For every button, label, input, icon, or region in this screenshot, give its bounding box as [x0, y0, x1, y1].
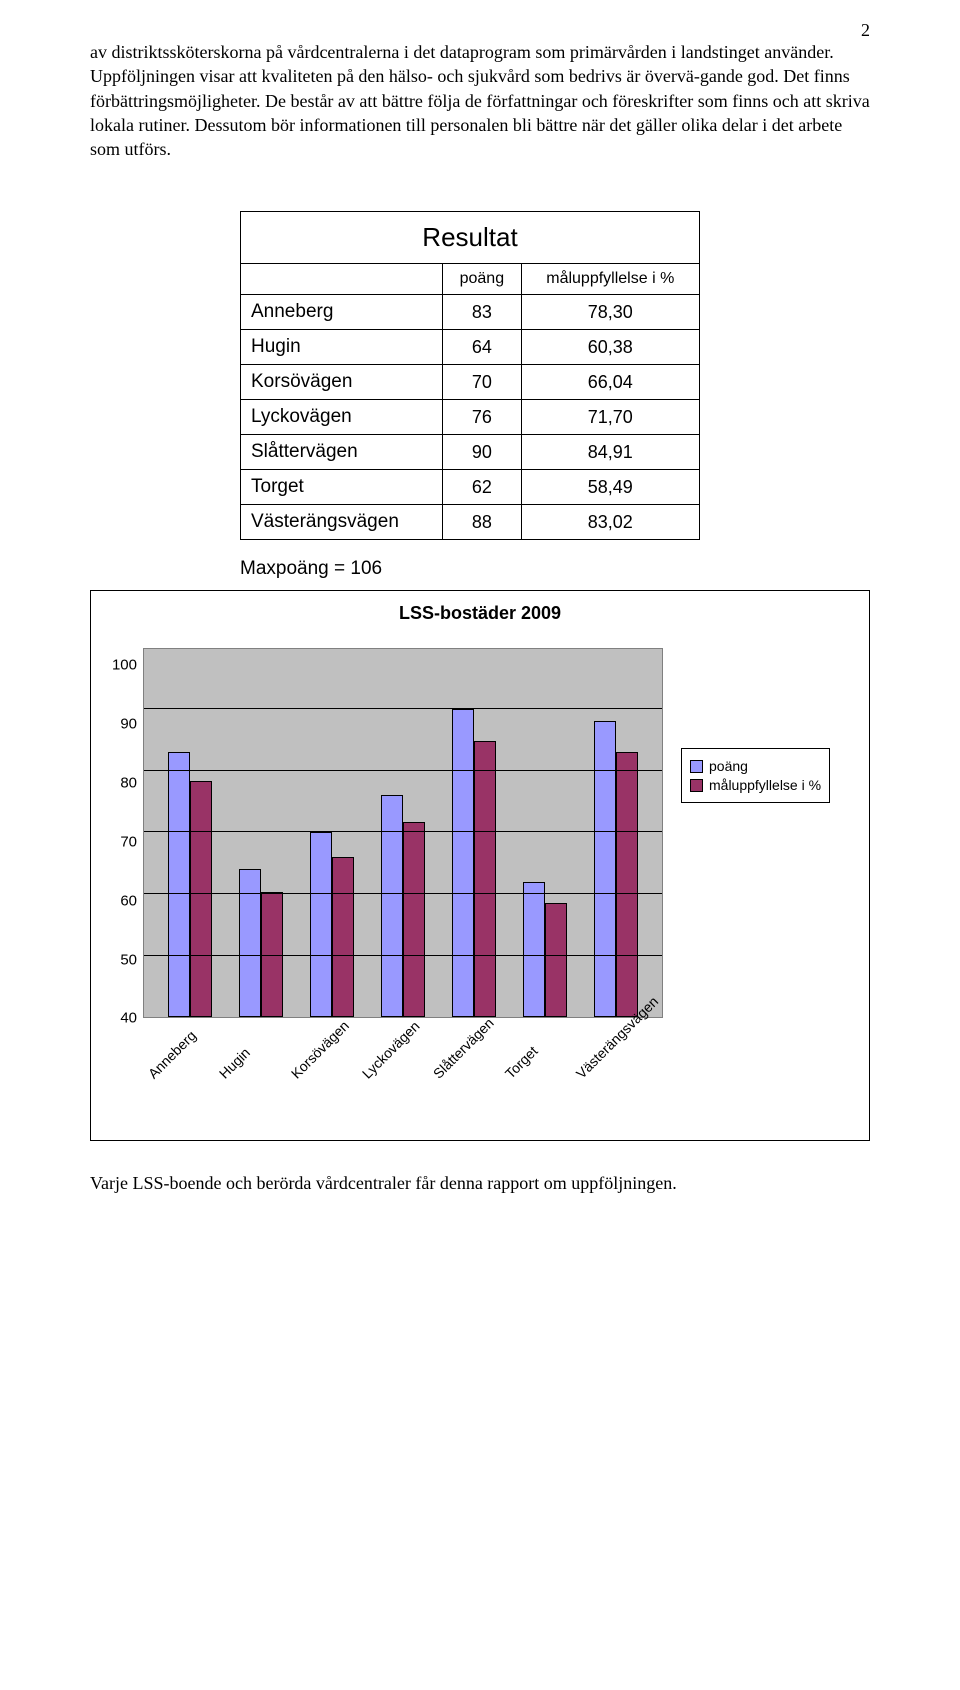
bar-poang: [452, 709, 474, 1017]
bar-poang: [239, 869, 261, 1017]
y-tick-label: 70: [103, 833, 137, 850]
chart-y-axis: 405060708090100: [103, 648, 143, 1018]
bar-poang: [523, 882, 545, 1018]
row-pct: 84,91: [521, 435, 699, 470]
gridline: [144, 770, 662, 771]
row-name: Torget: [241, 470, 443, 505]
bar-group: [239, 869, 283, 1017]
row-poang: 62: [443, 470, 521, 505]
gridline: [144, 831, 662, 832]
table-row: Västerängsvägen 88 83,02: [241, 505, 700, 540]
row-name: Anneberg: [241, 295, 443, 330]
table-row: Hugin 64 60,38: [241, 330, 700, 365]
table-header-blank: [241, 264, 443, 295]
legend-label-poang: poäng: [709, 758, 748, 774]
legend-item-poang: poäng: [690, 758, 821, 774]
table-row: Lyckovägen 76 71,70: [241, 400, 700, 435]
chart-bars: [144, 649, 662, 1017]
row-pct: 60,38: [521, 330, 699, 365]
table-row: Korsövägen 70 66,04: [241, 365, 700, 400]
footer-paragraph: Varje LSS-boende och berörda vårdcentral…: [90, 1171, 870, 1195]
chart-body: 405060708090100 poäng måluppfyllelse i %: [103, 648, 857, 1018]
bar-pct: [332, 857, 354, 1018]
gridline: [144, 955, 662, 956]
chart-title: LSS-bostäder 2009: [103, 603, 857, 624]
table-row: Torget 62 58,49: [241, 470, 700, 505]
row-name: Korsövägen: [241, 365, 443, 400]
row-poang: 70: [443, 365, 521, 400]
y-tick-label: 100: [103, 657, 137, 674]
chart-x-labels: AnnebergHuginKorsövägenLyckovägenSlåtter…: [143, 1018, 663, 1128]
bar-pct: [474, 741, 496, 1018]
bar-pct: [403, 822, 425, 1017]
y-tick-label: 40: [103, 1010, 137, 1027]
x-tick-label: Västerängsvägen: [573, 1028, 676, 1131]
chart-legend: poäng måluppfyllelse i %: [681, 748, 830, 803]
bar-group: [168, 752, 212, 1017]
row-pct: 58,49: [521, 470, 699, 505]
row-pct: 66,04: [521, 365, 699, 400]
row-pct: 78,30: [521, 295, 699, 330]
row-poang: 83: [443, 295, 521, 330]
bar-group: [523, 882, 567, 1018]
row-poang: 90: [443, 435, 521, 470]
legend-item-pct: måluppfyllelse i %: [690, 777, 821, 793]
chart-container: LSS-bostäder 2009 40 50 60 70 80 90 100 poäng …: [90, 590, 870, 1141]
row-name: Hugin: [241, 330, 443, 365]
gridline: [144, 893, 662, 894]
row-poang: 64: [443, 330, 521, 365]
table-title: Resultat: [241, 212, 700, 264]
body-paragraph-1: av distriktssköterskorna på vårdcentrale…: [90, 40, 870, 161]
row-name: Lyckovägen: [241, 400, 443, 435]
bar-poang: [168, 752, 190, 1017]
bar-group: [594, 721, 638, 1017]
result-table-container: Resultat poäng måluppfyllelse i % Annebe…: [240, 211, 700, 540]
y-tick-label: 90: [103, 716, 137, 733]
bar-poang: [594, 721, 616, 1017]
bar-pct: [190, 781, 212, 1017]
bar-pct: [545, 903, 567, 1017]
bar-group: [452, 709, 496, 1017]
y-tick-label: 80: [103, 775, 137, 792]
bar-group: [381, 795, 425, 1017]
maxpoang-label: Maxpoäng = 106: [240, 558, 870, 580]
row-name: Västerängsvägen: [241, 505, 443, 540]
result-table: Resultat poäng måluppfyllelse i % Annebe…: [240, 211, 700, 540]
bar-poang: [310, 832, 332, 1017]
row-poang: 76: [443, 400, 521, 435]
table-row: Anneberg 83 78,30: [241, 295, 700, 330]
bar-poang: [381, 795, 403, 1017]
page-number: 2: [861, 20, 870, 41]
row-pct: 83,02: [521, 505, 699, 540]
chart-plot-area: [143, 648, 663, 1018]
legend-label-pct: måluppfyllelse i %: [709, 777, 821, 793]
y-tick-label: 60: [103, 892, 137, 909]
y-tick-label: 50: [103, 951, 137, 968]
table-header-poang: poäng: [443, 264, 521, 295]
bar-pct: [616, 752, 638, 1017]
legend-swatch-pct: [690, 779, 703, 792]
bar-group: [310, 832, 354, 1017]
legend-swatch-poang: [690, 760, 703, 773]
gridline: [144, 708, 662, 709]
table-row: Slåttervägen 90 84,91: [241, 435, 700, 470]
row-pct: 71,70: [521, 400, 699, 435]
row-name: Slåttervägen: [241, 435, 443, 470]
row-poang: 88: [443, 505, 521, 540]
table-header-pct: måluppfyllelse i %: [521, 264, 699, 295]
